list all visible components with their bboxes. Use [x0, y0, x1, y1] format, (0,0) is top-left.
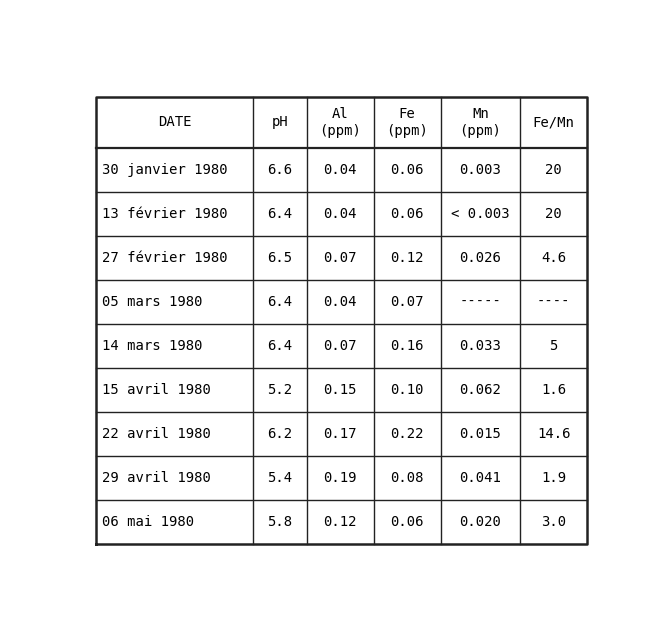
Text: 0.06: 0.06	[390, 163, 424, 177]
Text: 6.4: 6.4	[267, 295, 293, 309]
Text: 0.12: 0.12	[390, 251, 424, 265]
Text: 0.062: 0.062	[460, 383, 501, 397]
Text: 5.2: 5.2	[267, 383, 293, 397]
Text: Fe/Mn: Fe/Mn	[533, 116, 575, 129]
Text: ----: ----	[537, 295, 571, 309]
Text: 6.4: 6.4	[267, 339, 293, 353]
Text: 0.04: 0.04	[324, 295, 357, 309]
Text: 0.04: 0.04	[324, 207, 357, 221]
Text: 06 mai 1980: 06 mai 1980	[102, 515, 194, 529]
Text: 0.07: 0.07	[324, 339, 357, 353]
Text: -----: -----	[460, 295, 501, 309]
Text: Al
(ppm): Al (ppm)	[319, 107, 361, 138]
Text: Fe
(ppm): Fe (ppm)	[386, 107, 428, 138]
Text: 6.6: 6.6	[267, 163, 293, 177]
Text: 0.04: 0.04	[324, 163, 357, 177]
Text: 0.020: 0.020	[460, 515, 501, 529]
Text: Mn
(ppm): Mn (ppm)	[460, 107, 501, 138]
Text: 0.12: 0.12	[324, 515, 357, 529]
Text: 0.015: 0.015	[460, 428, 501, 441]
Text: 20: 20	[545, 163, 562, 177]
Text: 6.4: 6.4	[267, 207, 293, 221]
Text: 0.19: 0.19	[324, 471, 357, 485]
Text: 5.4: 5.4	[267, 471, 293, 485]
Text: 14 mars 1980: 14 mars 1980	[102, 339, 203, 353]
Text: 1.9: 1.9	[541, 471, 567, 485]
Text: 1.6: 1.6	[541, 383, 567, 397]
Text: 27 février 1980: 27 février 1980	[102, 251, 228, 265]
Text: 0.16: 0.16	[390, 339, 424, 353]
Text: 0.041: 0.041	[460, 471, 501, 485]
Text: 0.17: 0.17	[324, 428, 357, 441]
Text: 20: 20	[545, 207, 562, 221]
Text: 6.5: 6.5	[267, 251, 293, 265]
Text: 15 avril 1980: 15 avril 1980	[102, 383, 211, 397]
Text: < 0.003: < 0.003	[451, 207, 510, 221]
Text: 0.22: 0.22	[390, 428, 424, 441]
Text: DATE: DATE	[158, 116, 192, 129]
Text: 0.07: 0.07	[390, 295, 424, 309]
Text: 5: 5	[549, 339, 558, 353]
Text: 0.06: 0.06	[390, 207, 424, 221]
Text: 0.003: 0.003	[460, 163, 501, 177]
Text: 13 février 1980: 13 février 1980	[102, 207, 228, 221]
Text: 4.6: 4.6	[541, 251, 567, 265]
Text: 0.15: 0.15	[324, 383, 357, 397]
Text: 6.2: 6.2	[267, 428, 293, 441]
Text: 3.0: 3.0	[541, 515, 567, 529]
Text: 14.6: 14.6	[537, 428, 571, 441]
Text: 22 avril 1980: 22 avril 1980	[102, 428, 211, 441]
Text: 0.07: 0.07	[324, 251, 357, 265]
Text: 5.8: 5.8	[267, 515, 293, 529]
Text: 0.06: 0.06	[390, 515, 424, 529]
Text: 0.08: 0.08	[390, 471, 424, 485]
Text: 05 mars 1980: 05 mars 1980	[102, 295, 203, 309]
Text: 0.026: 0.026	[460, 251, 501, 265]
Text: 0.033: 0.033	[460, 339, 501, 353]
Text: 29 avril 1980: 29 avril 1980	[102, 471, 211, 485]
Text: pH: pH	[271, 116, 288, 129]
Text: 0.10: 0.10	[390, 383, 424, 397]
Text: 30 janvier 1980: 30 janvier 1980	[102, 163, 228, 177]
